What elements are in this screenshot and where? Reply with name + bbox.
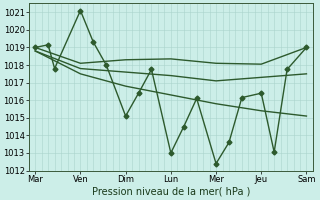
X-axis label: Pression niveau de la mer( hPa ): Pression niveau de la mer( hPa )	[92, 187, 250, 197]
